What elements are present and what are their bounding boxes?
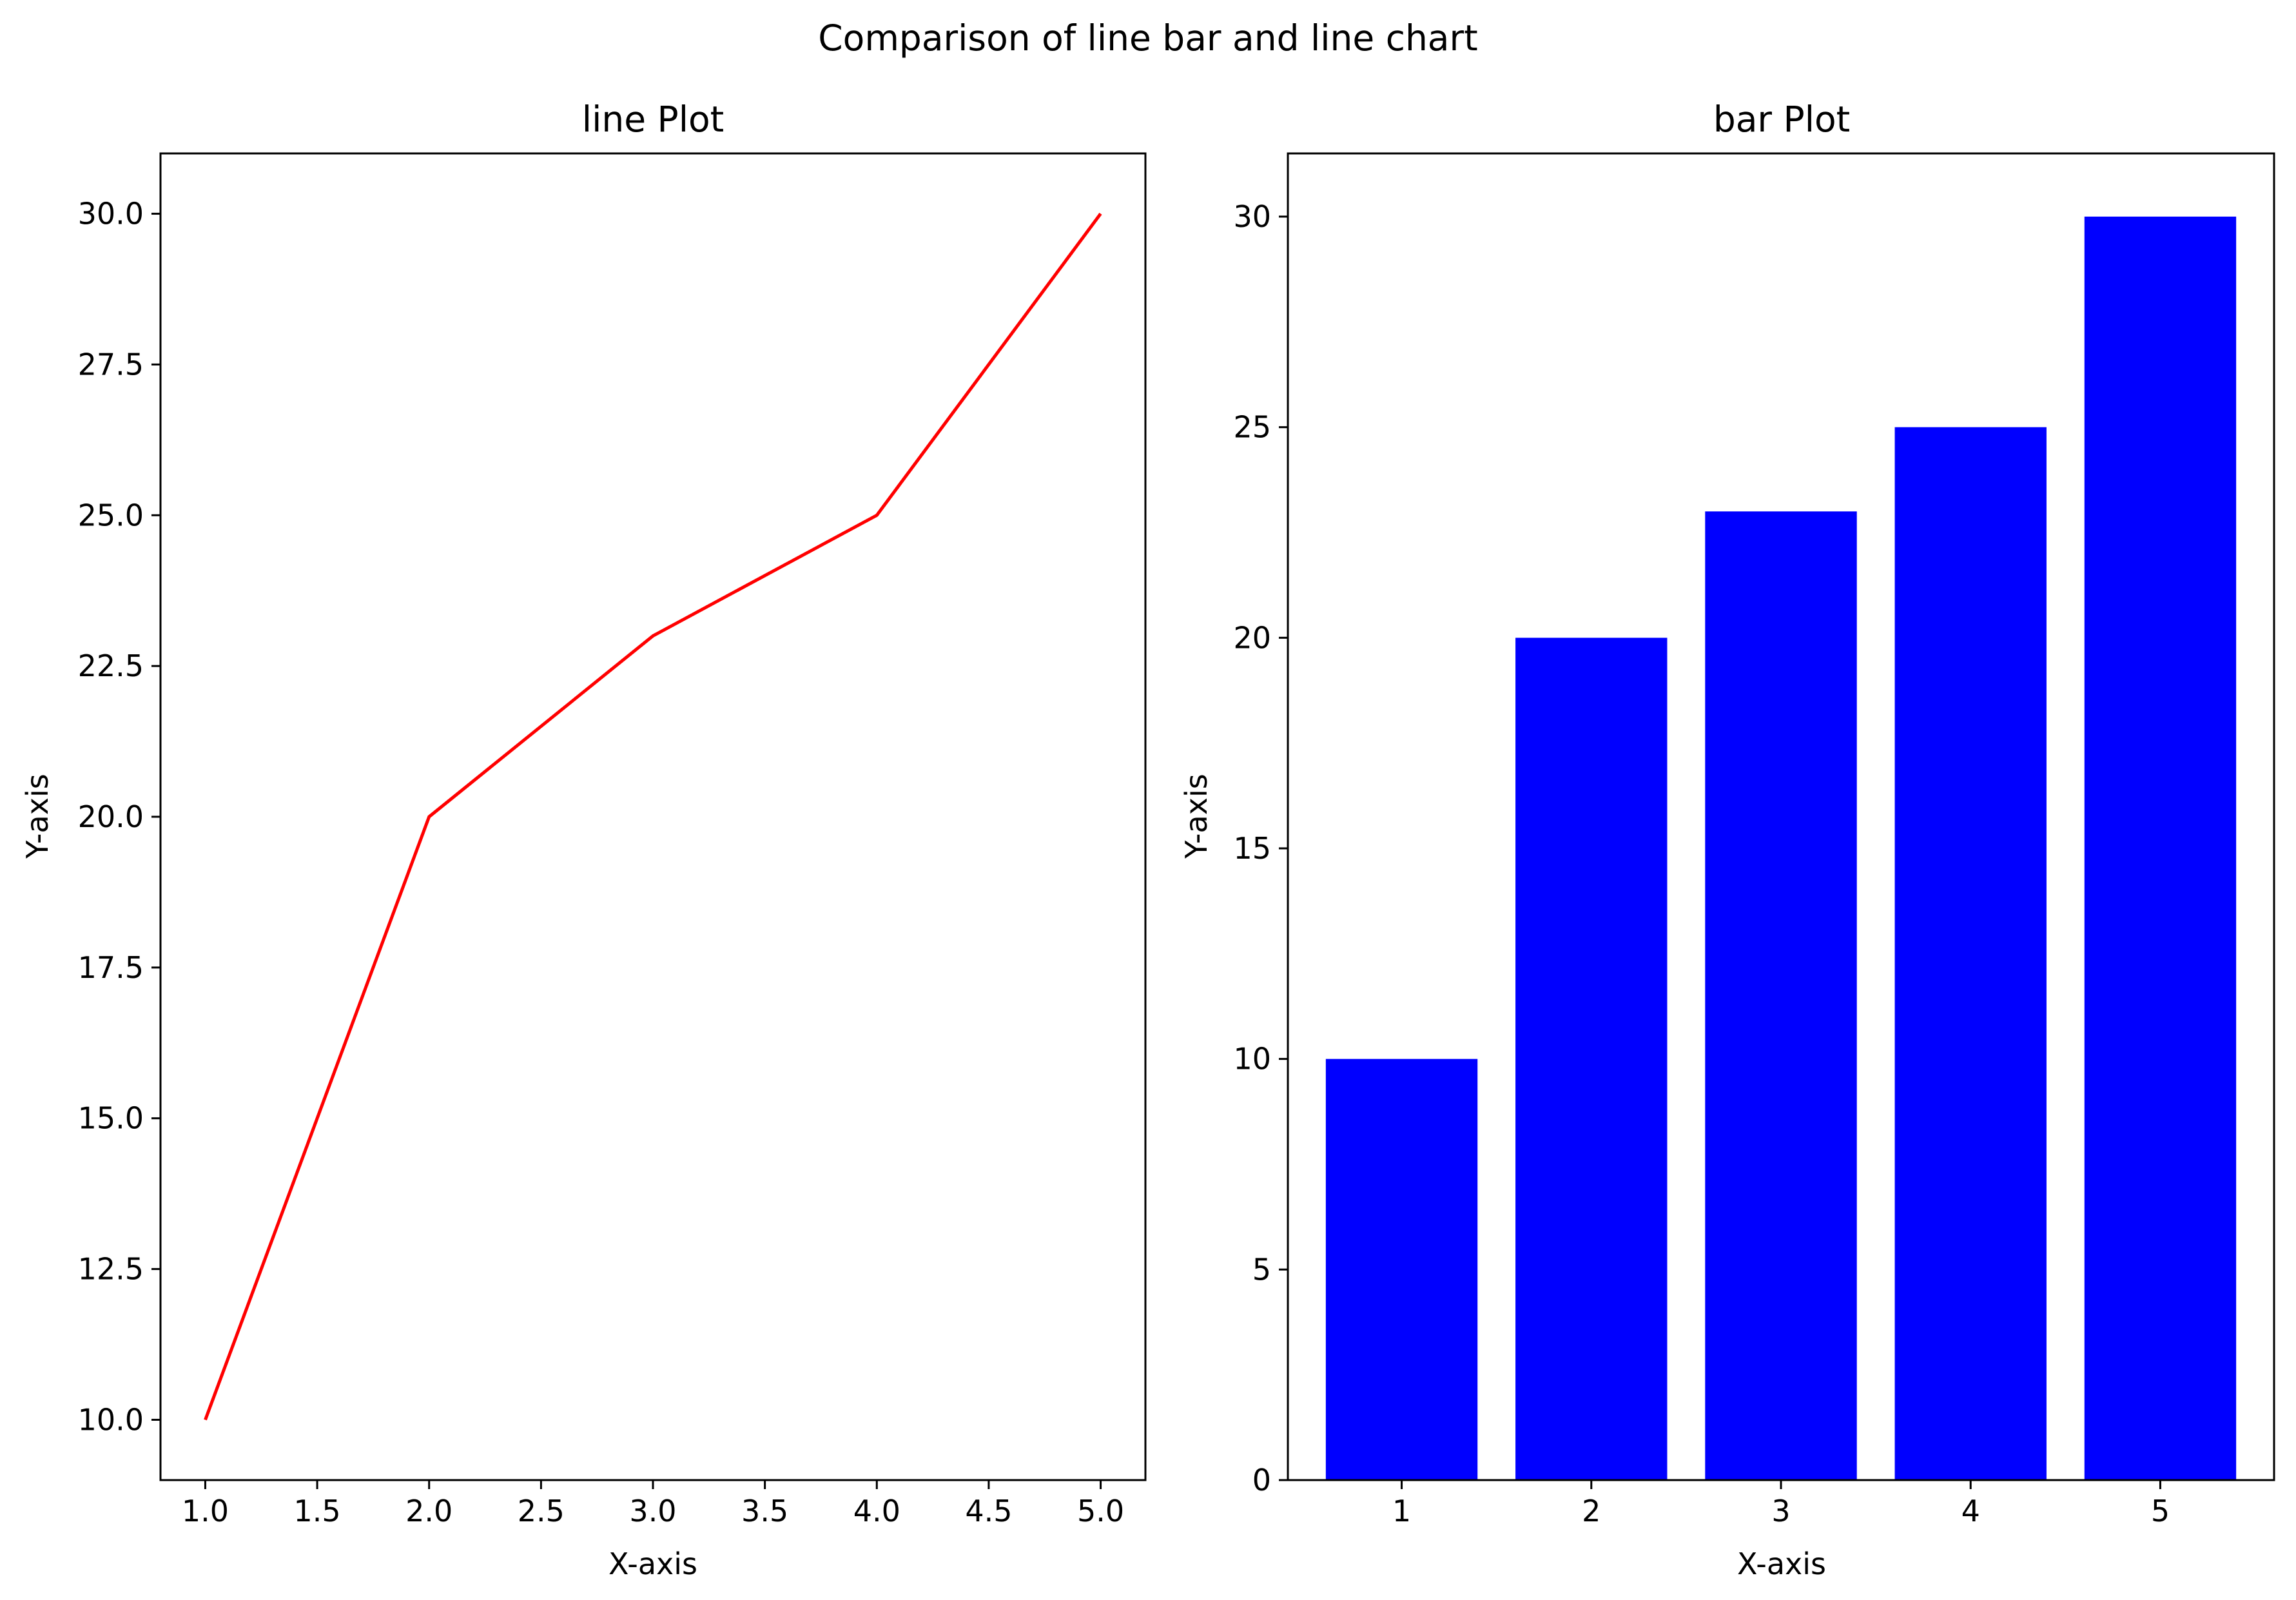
line-plot-x-tick-label: 4.5 — [965, 1494, 1012, 1528]
line-plot-y-tick-label: 27.5 — [78, 347, 144, 382]
line-plot-y-tick-label: 12.5 — [78, 1252, 144, 1287]
line-plot-x-tick-label: 3.0 — [629, 1494, 676, 1528]
line-plot-y-tick-label: 22.5 — [78, 649, 144, 683]
bar-plot-axes: bar Plot X-axis Y-axis 1 2 3 4 5 0 5 10 15 20 25 30 — [1179, 99, 2275, 1581]
line-plot-y-tick-label: 15.0 — [78, 1101, 144, 1136]
bar-plot-ticks: 1 2 3 4 5 0 5 10 15 20 25 30 — [1233, 199, 2170, 1528]
line-plot-series-line-1 — [204, 213, 1102, 1421]
line-plot-data-layer — [204, 213, 1102, 1421]
bar-plot-y-tick-label: 20 — [1233, 620, 1271, 655]
bar-plot-x-tick-label: 1 — [1392, 1494, 1411, 1528]
bar-plot-y-tick-label: 30 — [1233, 199, 1271, 234]
line-plot-x-tick-label: 2.5 — [518, 1494, 565, 1528]
line-plot-y-tick-label: 25.0 — [78, 498, 144, 532]
bar-plot-x-tick-label: 4 — [1961, 1494, 1980, 1528]
line-plot-y-tick-label: 17.5 — [78, 950, 144, 985]
line-plot-x-tick-label: 5.0 — [1077, 1494, 1124, 1528]
line-plot-x-axis-label: X-axis — [608, 1546, 697, 1581]
bar-plot-y-tick-label: 15 — [1233, 831, 1271, 866]
bar-plot-bar-4 — [1894, 427, 2047, 1480]
bar-plot-x-axis-label: X-axis — [1737, 1546, 1826, 1581]
bar-plot-frame — [1287, 152, 2275, 1481]
bar-plot-y-tick-label: 25 — [1233, 410, 1271, 445]
line-plot-y-tick-label: 10.0 — [78, 1402, 144, 1437]
figure-title: Comparison of line bar and line chart — [818, 17, 1477, 59]
line-plot-x-tick-label: 4.0 — [853, 1494, 900, 1528]
bar-plot-data-layer — [1325, 217, 2237, 1481]
line-plot-y-tick-label: 30.0 — [78, 197, 144, 231]
bar-plot-x-tick-label: 5 — [2151, 1494, 2170, 1528]
line-plot-y-tick-label: 20.0 — [78, 799, 144, 834]
bar-plot-y-tick-label: 0 — [1252, 1463, 1271, 1498]
line-plot-axes: line Plot X-axis Y-axis 1.0 1.5 2.0 2.5 3.0 3… — [20, 99, 1147, 1581]
bar-plot-bar-3 — [1705, 511, 1857, 1481]
line-plot-frame — [159, 152, 1147, 1481]
line-plot-x-tick-label: 1.5 — [294, 1494, 341, 1528]
line-plot-x-tick-label: 3.5 — [741, 1494, 788, 1528]
bar-plot-y-tick-label: 10 — [1233, 1042, 1271, 1077]
line-plot-ticks: 1.0 1.5 2.0 2.5 3.0 3.5 4.0 4.5 5.0 10.0 12.5 15.0 1… — [78, 197, 1125, 1528]
bar-plot-x-tick-label: 3 — [1771, 1494, 1790, 1528]
bar-plot-x-tick-label: 2 — [1582, 1494, 1600, 1528]
bar-plot-bar-1 — [1325, 1059, 1478, 1480]
line-plot-y-axis-label: Y-axis — [20, 774, 55, 859]
bar-plot-y-axis-label: Y-axis — [1179, 774, 1214, 859]
bar-plot-title: bar Plot — [1713, 99, 1850, 140]
bar-plot-bar-2 — [1515, 638, 1668, 1481]
bar-plot-bar-5 — [2084, 217, 2237, 1480]
line-plot-x-tick-label: 2.0 — [405, 1494, 452, 1528]
line-plot-title: line Plot — [582, 99, 724, 140]
line-plot-x-tick-label: 1.0 — [182, 1494, 229, 1528]
bar-plot-y-tick-label: 5 — [1252, 1252, 1271, 1287]
